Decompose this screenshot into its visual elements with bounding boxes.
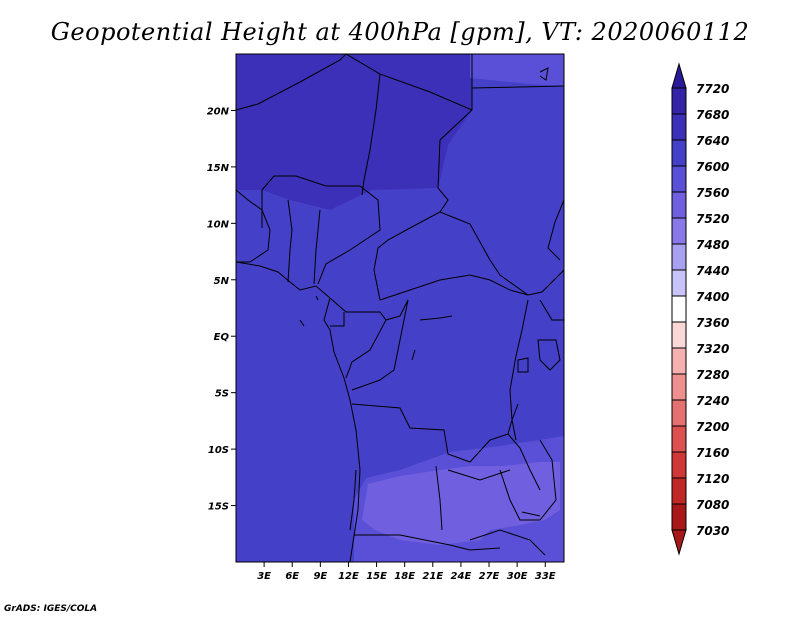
colorbar-swatch: [671, 399, 687, 427]
credit-label: GrADS: IGES/COLA: [4, 604, 98, 614]
map-panel: [236, 54, 564, 562]
colorbar-label: 7120: [696, 472, 729, 486]
colorbar-swatch: [671, 451, 687, 479]
colorbar-swatch: [671, 425, 687, 453]
colorbar-swatch: [671, 191, 687, 219]
colorbar-label: 7320: [696, 342, 729, 356]
lon-tick-label: 3E: [257, 571, 271, 582]
map-frame: [235, 53, 565, 563]
colorbar-label: 7030: [696, 524, 729, 538]
colorbar-label: 7240: [696, 394, 729, 408]
colorbar-label: 7280: [696, 368, 729, 382]
colorbar-label: 7360: [696, 316, 729, 330]
colorbar-label: 7160: [696, 446, 729, 460]
field-high-north: [236, 54, 472, 210]
colorbar-label: 7440: [696, 264, 729, 278]
colorbar-swatch: [671, 347, 687, 375]
colorbar-bottom-arrow: [671, 529, 687, 556]
colorbar-label: 7400: [696, 290, 729, 304]
lat-tick-label: 20N: [207, 106, 230, 117]
map-title: Geopotential Height at 400hPa [gpm], VT:…: [50, 18, 750, 46]
colorbar-swatch: [671, 139, 687, 167]
lat-tick-label: 15N: [207, 163, 230, 174]
colorbar-label: 7680: [696, 108, 729, 122]
colorbar-swatch: [671, 113, 687, 141]
colorbar-label: 7640: [696, 134, 729, 148]
lon-tick-label: 27E: [479, 571, 500, 582]
lon-tick-label: 21E: [422, 571, 443, 582]
lat-tick-label: 10S: [208, 445, 229, 456]
field-low-northeast: [470, 54, 564, 86]
field-lower-south: [362, 462, 560, 545]
lat-tick-label: 10N: [207, 219, 230, 230]
colorbar-swatch: [671, 373, 687, 401]
colorbar-label: 7480: [696, 238, 729, 252]
colorbar-label: 7720: [696, 82, 729, 96]
colorbar: 7720 7680 7640 7600 7560 7520 7480 7440 7400 7360…: [671, 62, 729, 556]
colorbar-swatch: [671, 165, 687, 193]
colorbar-top-arrow: [671, 62, 687, 89]
colorbar-swatch: [671, 477, 687, 505]
lat-tick-label: EQ: [214, 332, 230, 343]
lon-tick-label: 12E: [338, 571, 359, 582]
colorbar-swatch: [671, 87, 687, 115]
colorbar-swatch: [671, 503, 687, 531]
lon-tick-label: 6E: [285, 571, 299, 582]
colorbar-swatch: [671, 217, 687, 245]
coastlines-borders: [236, 54, 564, 562]
lat-tick-label: 5N: [214, 276, 230, 287]
lon-tick-label: 24E: [451, 571, 472, 582]
colorbar-label: 7200: [696, 420, 729, 434]
lon-tick-label: 30E: [507, 571, 528, 582]
colorbar-swatch: [671, 269, 687, 297]
colorbar-label: 7560: [696, 186, 729, 200]
lat-tick-label: 15S: [208, 502, 229, 513]
lon-tick-label: 33E: [535, 571, 556, 582]
lon-tick-label: 18E: [394, 571, 415, 582]
colorbar-swatch: [671, 321, 687, 349]
colorbar-label: 7080: [696, 498, 729, 512]
lon-tick-label: 15E: [366, 571, 387, 582]
colorbar-label: 7520: [696, 212, 729, 226]
lat-tick-label: 5S: [215, 389, 229, 400]
colorbar-swatch: [671, 295, 687, 323]
latitude-axis: 20N 15N 10N 5N EQ 5S 10S 15S: [207, 106, 236, 513]
colorbar-label: 7600: [696, 160, 729, 174]
longitude-axis: 3E 6E 9E 12E 15E 18E 21E 24E 27E 30E 33E: [257, 562, 556, 582]
lon-tick-label: 9E: [313, 571, 327, 582]
colorbar-swatch: [671, 243, 687, 271]
